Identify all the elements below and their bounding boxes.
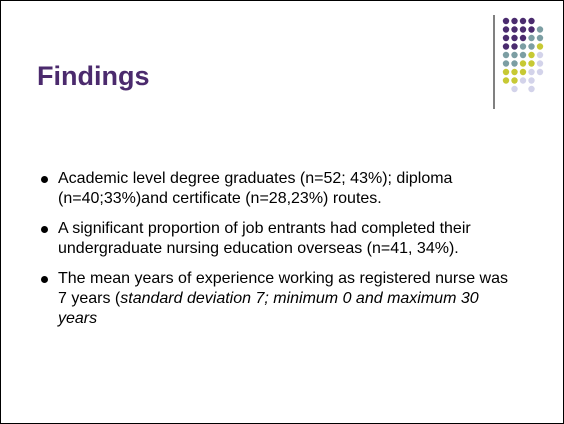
dot <box>511 35 517 41</box>
dot <box>537 69 543 75</box>
dot-grid <box>503 18 543 92</box>
dot <box>528 69 534 75</box>
bullet: A significant proportion of job entrants… <box>39 219 521 259</box>
dot <box>503 69 509 75</box>
dot <box>537 35 543 41</box>
dot <box>528 77 534 83</box>
bullet: The mean years of experience working as … <box>39 269 521 329</box>
dot <box>511 86 517 92</box>
dot <box>528 60 534 66</box>
dot <box>528 35 534 41</box>
dot <box>537 26 543 32</box>
dot <box>511 60 517 66</box>
bullet-list: Academic level degree graduates (n=52; 4… <box>39 169 521 339</box>
dot <box>528 52 534 58</box>
dot <box>520 18 526 24</box>
dot <box>511 43 517 49</box>
dot <box>503 60 509 66</box>
dot <box>520 35 526 41</box>
dot <box>520 43 526 49</box>
dot <box>511 77 517 83</box>
dot <box>520 77 526 83</box>
dot <box>528 26 534 32</box>
dot <box>503 18 509 24</box>
bullet-italic: standard deviation 7; minimum 0 and maxi… <box>58 290 479 327</box>
dot <box>511 52 517 58</box>
dot <box>503 77 509 83</box>
dot <box>520 69 526 75</box>
dot <box>537 43 543 49</box>
dot <box>503 52 509 58</box>
dot <box>537 60 543 66</box>
dot <box>503 26 509 32</box>
bullet: Academic level degree graduates (n=52; 4… <box>39 169 521 209</box>
dot <box>520 26 526 32</box>
dot <box>503 35 509 41</box>
dot <box>511 69 517 75</box>
dot <box>520 60 526 66</box>
dot <box>528 43 534 49</box>
dot <box>528 18 534 24</box>
dot <box>537 52 543 58</box>
slide: Findings Academic level degree graduates… <box>0 0 564 424</box>
dot <box>528 86 534 92</box>
dot <box>520 52 526 58</box>
dot <box>511 18 517 24</box>
dot <box>511 26 517 32</box>
slide-title: Findings <box>37 61 149 92</box>
dot <box>503 43 509 49</box>
